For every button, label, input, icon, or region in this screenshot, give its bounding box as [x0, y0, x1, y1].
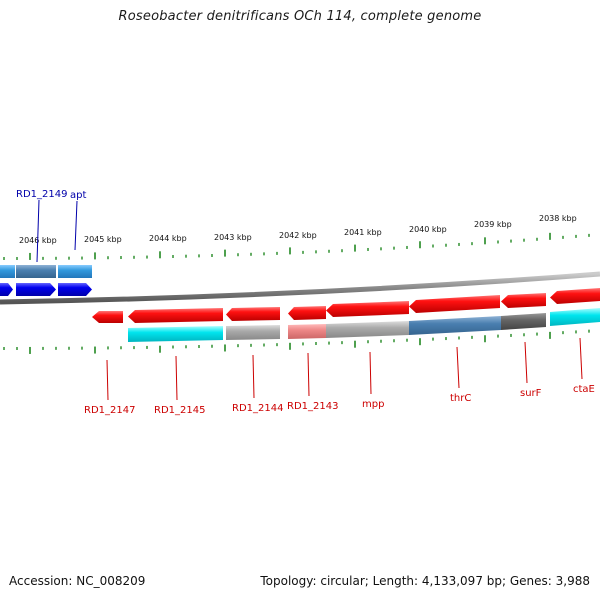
gene-arrow-reverse[interactable]	[226, 307, 280, 321]
cog-bar[interactable]	[58, 265, 92, 278]
gene-arrow-reverse[interactable]	[128, 308, 223, 323]
cog-bar[interactable]	[288, 324, 326, 339]
reverse-genes	[92, 288, 600, 323]
cog-bar[interactable]	[226, 325, 280, 340]
gene-arrow-reverse[interactable]	[409, 295, 500, 313]
cog-bar[interactable]	[501, 313, 546, 330]
gene-label-apt[interactable]: apt	[70, 190, 86, 201]
label-leader-line	[524, 341, 528, 384]
gene-arrow-reverse[interactable]	[550, 288, 600, 304]
cog-bar[interactable]	[0, 265, 15, 278]
cog-bar[interactable]	[550, 308, 600, 326]
scale-label: 2041 kbp	[344, 228, 382, 237]
scale-labels: 2046 kbp 2045 kbp 2044 kbp 2043 kbp 2042…	[19, 214, 577, 245]
label-leader-line	[74, 200, 78, 251]
label-leader-line	[307, 352, 310, 397]
accession-text: Accession: NC_008209	[9, 574, 146, 588]
label-leader-line	[106, 359, 109, 401]
gene-arrow-forward[interactable]	[58, 283, 92, 296]
label-leader-line	[579, 337, 583, 380]
gene-arrow-reverse[interactable]	[288, 306, 326, 320]
topology-summary-text: Topology: circular; Length: 4,133,097 bp…	[260, 574, 590, 588]
gene-label-rd1-2143[interactable]: RD1_2143	[287, 401, 338, 412]
label-leader-line	[175, 355, 178, 401]
gene-label-mpp[interactable]: mpp	[362, 399, 384, 410]
gene-arrow-reverse[interactable]	[501, 293, 546, 308]
cog-bar[interactable]	[409, 316, 501, 335]
cog-bar[interactable]	[16, 265, 56, 278]
top-scale-ticks	[3, 232, 590, 260]
scale-label: 2045 kbp	[84, 235, 122, 244]
scale-label: 2042 kbp	[279, 231, 317, 240]
cog-bar[interactable]	[128, 326, 223, 342]
scale-label: 2039 kbp	[474, 220, 512, 229]
gene-label-surf[interactable]: surF	[520, 388, 542, 399]
bottom-scale-ticks	[3, 329, 590, 354]
gene-label-rd1-2147[interactable]: RD1_2147	[84, 405, 135, 416]
gene-label-rd1-2145[interactable]: RD1_2145	[154, 405, 205, 416]
bottom-gene-labels: RD1_2147 RD1_2145 RD1_2144 RD1_2143 mpp …	[84, 337, 595, 416]
top-gene-labels: RD1_2149 apt	[16, 189, 86, 263]
label-leader-line	[36, 199, 40, 263]
scale-label: 2038 kbp	[539, 214, 577, 223]
cog-bar[interactable]	[326, 321, 409, 338]
gene-label-ctae[interactable]: ctaE	[573, 384, 595, 395]
gene-label-thrc[interactable]: thrC	[450, 393, 471, 404]
label-leader-line	[252, 354, 255, 399]
label-leader-line	[456, 346, 460, 389]
forward-genes	[0, 283, 92, 296]
gene-arrow-reverse[interactable]	[92, 311, 123, 323]
genome-backbone	[0, 271, 600, 305]
gene-label-rd1-2149[interactable]: RD1_2149	[16, 189, 67, 200]
gene-arrow-forward[interactable]	[0, 283, 13, 296]
gene-arrow-forward[interactable]	[16, 283, 56, 296]
forward-cog-bars	[0, 265, 92, 278]
scale-label: 2044 kbp	[149, 234, 187, 243]
scale-label: 2040 kbp	[409, 225, 447, 234]
reverse-cog-bars	[128, 308, 600, 342]
gene-arrow-reverse[interactable]	[326, 301, 409, 317]
map-title: Roseobacter denitrificans OCh 114, compl…	[118, 9, 482, 24]
scale-label: 2043 kbp	[214, 233, 252, 242]
label-leader-line	[369, 351, 372, 395]
gene-label-rd1-2144[interactable]: RD1_2144	[232, 403, 283, 414]
